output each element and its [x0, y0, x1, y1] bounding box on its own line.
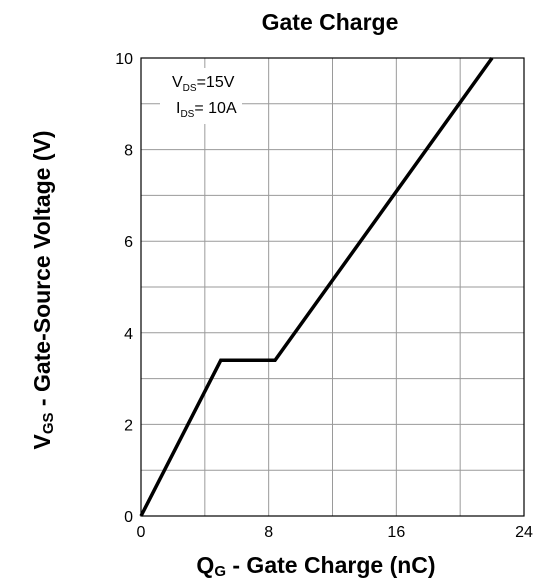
x-tick-label: 0 — [137, 524, 146, 541]
y-axis-title: VGS - Gate-Source Voltage (V) — [29, 130, 57, 449]
y-grid-lines — [141, 103, 524, 471]
x-tick-label: 24 — [515, 524, 533, 541]
chart-title: Gate Charge — [262, 9, 399, 35]
annotation-box — [160, 68, 242, 124]
y-tick-labels: 0 2 4 6 8 10 — [115, 51, 133, 526]
x-axis-title: QG - Gate Charge (nC) — [196, 552, 435, 580]
plot-border — [140, 57, 525, 517]
y-tick-label: 4 — [124, 326, 133, 343]
annotation-vds: VDS=15V — [172, 74, 235, 94]
y-tick-label: 6 — [124, 234, 133, 251]
y-tick-label: 0 — [124, 509, 133, 526]
x-tick-label: 16 — [387, 524, 405, 541]
y-tick-label: 10 — [115, 51, 133, 68]
x-tick-labels: 0 8 16 24 — [137, 524, 533, 541]
y-tick-label: 2 — [124, 417, 133, 434]
x-tick-label: 8 — [264, 524, 273, 541]
series-line — [139, 56, 494, 517]
y-tick-label: 8 — [124, 143, 133, 160]
annotation-ids: IDS= 10A — [176, 100, 237, 120]
